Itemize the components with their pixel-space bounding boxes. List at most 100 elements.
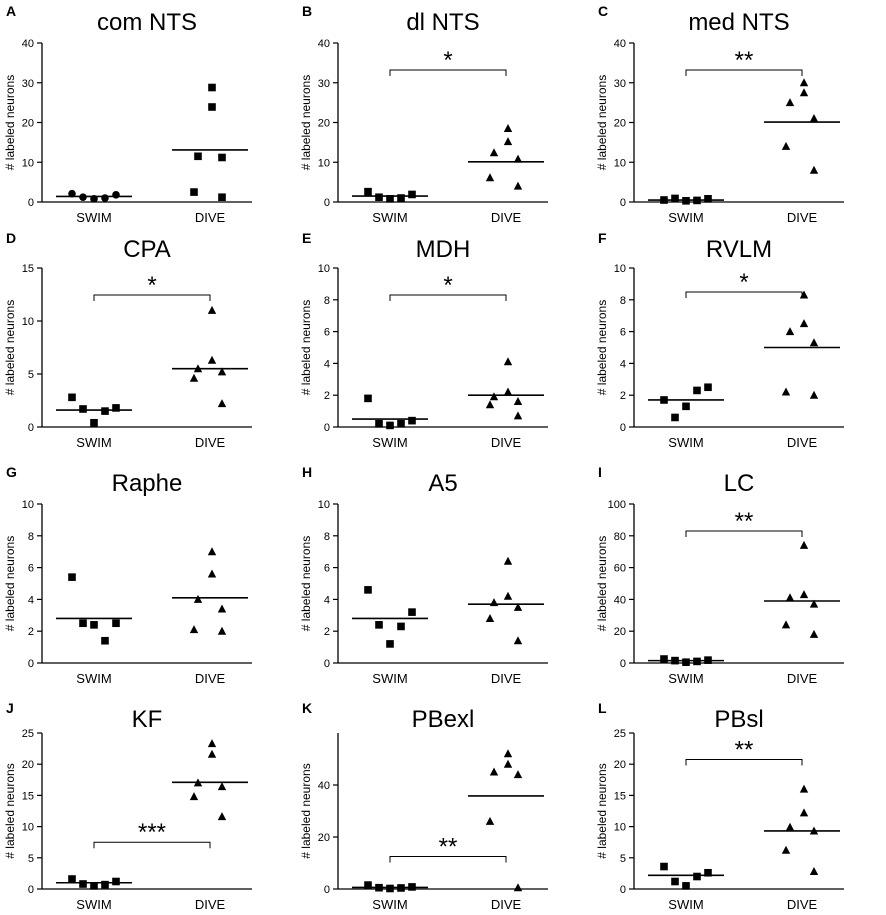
y-tick-label: 40 xyxy=(22,38,34,50)
significance-marker: * xyxy=(443,272,452,299)
significance-bracket xyxy=(389,294,507,302)
y-tick-label: 6 xyxy=(324,327,330,339)
y-axis-label: # labeled neurons xyxy=(595,300,609,395)
x-category-label: SWIM xyxy=(668,210,703,225)
panel-g: G Raphe # labeled neurons 0 2 4 6 8 10 SWIM DIVE xyxy=(3,464,252,686)
swim-point xyxy=(79,405,87,413)
swim-point xyxy=(408,190,416,199)
y-tick-label: 0 xyxy=(324,658,330,670)
panel-title: A5 xyxy=(428,470,457,497)
dive-point xyxy=(485,173,495,182)
y-tick-label: 8 xyxy=(324,531,330,543)
y-axis-label: # labeled neurons xyxy=(3,763,17,858)
swim-point xyxy=(90,882,98,890)
dive-point xyxy=(503,123,513,132)
panel-e: E MDH # labeled neurons 0 2 4 6 8 10 SWIM DIVE * xyxy=(299,230,548,450)
swim-point xyxy=(112,191,120,199)
dive-point xyxy=(217,367,227,376)
swim-point xyxy=(386,421,394,430)
y-axis-label: # labeled neurons xyxy=(595,763,609,858)
y-tick-label: 20 xyxy=(614,118,626,130)
panel-letter: I xyxy=(598,464,602,480)
panel-title: com NTS xyxy=(97,9,197,36)
dive-point xyxy=(513,602,523,611)
significance-bracket xyxy=(389,856,507,863)
x-category-label: DIVE xyxy=(195,210,226,225)
panel-letter: L xyxy=(598,700,607,716)
x-category-label: SWIM xyxy=(372,435,407,450)
panel-j: J KF # labeled neurons 0 5 10 15 20 25 SWIM DIVE **… xyxy=(3,700,252,912)
y-axis-label: # labeled neurons xyxy=(595,75,609,170)
x-category-label: SWIM xyxy=(668,671,703,686)
x-category-label: DIVE xyxy=(787,897,818,912)
swim-point xyxy=(693,386,701,395)
y-tick-label: 20 xyxy=(318,832,330,844)
swim-point xyxy=(375,621,383,629)
dive-point xyxy=(513,411,523,420)
y-axis-label: # labeled neurons xyxy=(595,536,609,631)
dive-point xyxy=(809,114,819,123)
dive-point xyxy=(503,387,513,396)
swim-point xyxy=(90,418,98,427)
dive-point xyxy=(217,782,227,791)
significance-bracket xyxy=(685,69,803,77)
panel-letter: C xyxy=(598,3,608,19)
panel-title: MDH xyxy=(416,236,471,263)
y-tick-label: 30 xyxy=(614,78,626,90)
x-category-label: DIVE xyxy=(195,435,226,450)
panel-letter: J xyxy=(6,700,14,716)
swim-point xyxy=(693,872,701,881)
y-tick-label: 5 xyxy=(620,853,626,865)
y-axis-label: # labeled neurons xyxy=(3,536,17,631)
y-tick-label: 5 xyxy=(28,369,34,381)
y-tick-label: 0 xyxy=(620,197,626,209)
significance-marker: ** xyxy=(735,47,754,74)
panel-d: D CPA # labeled neurons 0 5 10 15 SWIM DIVE * xyxy=(3,230,252,450)
y-axis-label: # labeled neurons xyxy=(299,300,313,395)
x-category-label: DIVE xyxy=(491,671,522,686)
x-category-label: DIVE xyxy=(491,435,522,450)
significance-marker: ** xyxy=(735,737,754,764)
x-category-label: SWIM xyxy=(76,671,111,686)
y-tick-label: 20 xyxy=(318,118,330,130)
significance-marker: *** xyxy=(138,819,166,846)
swim-point xyxy=(112,619,120,628)
y-tick-label: 2 xyxy=(324,390,330,402)
significance-marker: ** xyxy=(735,508,754,535)
y-tick-label: 2 xyxy=(324,626,330,638)
y-tick-label: 6 xyxy=(620,327,626,339)
panel-letter: K xyxy=(302,700,312,716)
y-tick-label: 2 xyxy=(28,626,34,638)
dive-point xyxy=(513,883,523,892)
significance-marker: ** xyxy=(439,834,458,861)
swim-point xyxy=(386,884,394,893)
y-tick-label: 8 xyxy=(28,531,34,543)
y-tick-label: 25 xyxy=(614,728,626,740)
y-tick-label: 0 xyxy=(28,197,34,209)
y-tick-label: 6 xyxy=(28,563,34,575)
panel-title: dl NTS xyxy=(406,9,479,36)
swim-point xyxy=(68,393,76,402)
x-category-label: DIVE xyxy=(787,435,818,450)
swim-point xyxy=(101,194,109,202)
dive-point xyxy=(207,305,217,314)
y-tick-label: 2 xyxy=(620,390,626,402)
x-category-label: SWIM xyxy=(76,435,111,450)
dive-point xyxy=(799,78,809,87)
swim-point xyxy=(375,193,383,202)
significance-bracket xyxy=(93,841,211,849)
swim-point xyxy=(408,416,416,425)
dive-point xyxy=(193,594,203,603)
swim-point xyxy=(704,868,712,877)
y-tick-label: 0 xyxy=(324,197,330,209)
dive-point xyxy=(217,604,227,613)
x-category-label: DIVE xyxy=(491,210,522,225)
dive-point xyxy=(208,103,216,111)
y-tick-label: 6 xyxy=(324,563,330,575)
panel-letter: D xyxy=(6,230,16,246)
panel-letter: E xyxy=(302,230,311,246)
